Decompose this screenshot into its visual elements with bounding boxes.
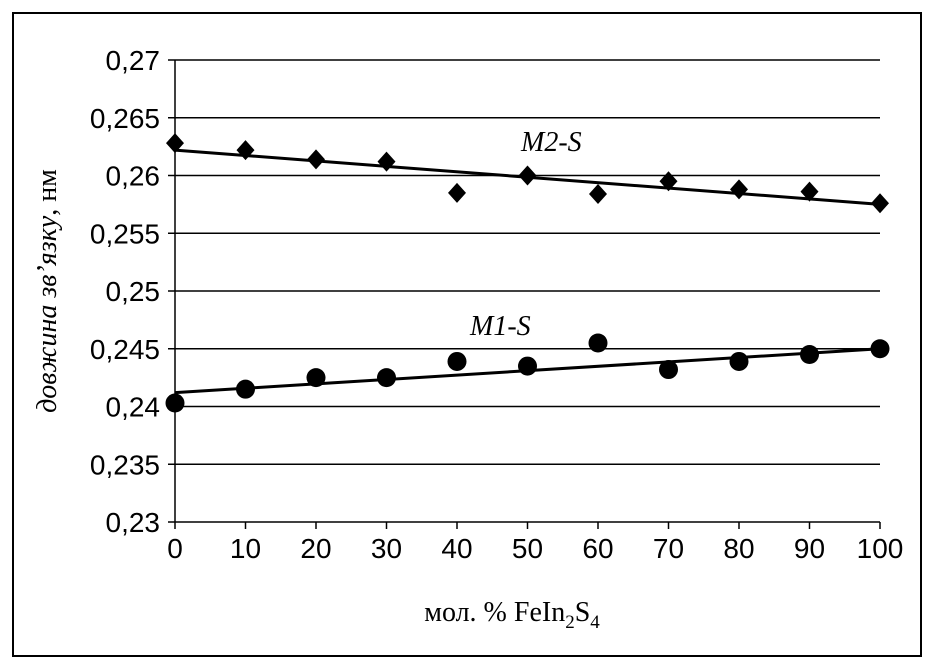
x-tick-label: 80: [723, 533, 754, 564]
x-tick-label: 40: [441, 533, 472, 564]
point-m1-s: [377, 368, 396, 388]
data-points: [165, 133, 890, 413]
point-m1-s: [447, 351, 467, 371]
x-axis-title-part: мол. % FeIn: [424, 597, 565, 628]
x-tick-label: 30: [371, 533, 402, 564]
series-label-m1-s: M1-S: [469, 311, 531, 342]
point-m2-s: [589, 183, 607, 204]
point-m1-s: [800, 345, 819, 365]
point-m2-s: [800, 181, 819, 202]
series-label-m2-s: M2-S: [520, 127, 582, 158]
gridlines: [175, 59, 880, 465]
point-m2-s: [307, 149, 325, 170]
x-axis-ticks: 0 10 20 30 40 50 60 70 80 90 100: [167, 522, 903, 564]
x-axis-title-subscript: 2: [565, 612, 575, 633]
point-m2-s: [730, 179, 748, 200]
y-tick-label: 0,23: [106, 507, 161, 538]
x-tick-label: 90: [794, 533, 825, 564]
y-tick-label: 0,235: [90, 449, 160, 480]
point-m1-s: [870, 339, 890, 359]
x-tick-label: 0: [167, 533, 183, 564]
x-tick-label: 50: [512, 533, 543, 564]
x-tick-label: 70: [653, 533, 684, 564]
y-tick-label: 0,265: [90, 103, 160, 134]
point-m1-s: [588, 333, 608, 353]
point-m1-s: [729, 351, 749, 371]
y-tick-label: 0,245: [90, 334, 160, 365]
point-m2-s: [659, 171, 678, 192]
point-m1-s: [165, 393, 185, 413]
y-tick-label: 0,25: [106, 276, 161, 307]
point-m1-s: [659, 360, 678, 380]
point-m2-s: [377, 151, 396, 172]
x-axis-title: мол. % FeIn2S4: [424, 597, 600, 633]
point-m2-s: [871, 193, 889, 214]
point-m2-s: [166, 133, 184, 154]
point-m2-s: [236, 140, 255, 161]
point-m2-s: [448, 182, 466, 203]
y-axis-title: довжина зв’язку, нм: [32, 169, 63, 413]
point-m2-s: [518, 165, 537, 186]
x-tick-label: 100: [857, 533, 904, 564]
y-axis-ticks: 0,27 0,265 0,26 0,255 0,25 0,245 0,24 0,235 0,23: [90, 45, 175, 538]
point-m1-s: [518, 356, 537, 376]
y-tick-label: 0,27: [106, 45, 161, 76]
y-tick-label: 0,26: [106, 161, 161, 192]
point-m1-s: [236, 379, 255, 399]
x-tick-label: 10: [230, 533, 261, 564]
y-tick-label: 0,24: [106, 392, 161, 423]
x-axis-title-subscript: 4: [590, 612, 600, 633]
y-tick-label: 0,255: [90, 218, 160, 249]
x-axis-title-part: S: [575, 597, 591, 628]
y-axis-title-unit: , нм: [32, 169, 63, 216]
point-m1-s: [306, 368, 326, 388]
x-tick-label: 60: [582, 533, 613, 564]
chart-frame: [12, 12, 922, 657]
x-tick-label: 20: [300, 533, 331, 564]
y-axis-title-quantity: довжина зв’язку: [32, 215, 63, 413]
